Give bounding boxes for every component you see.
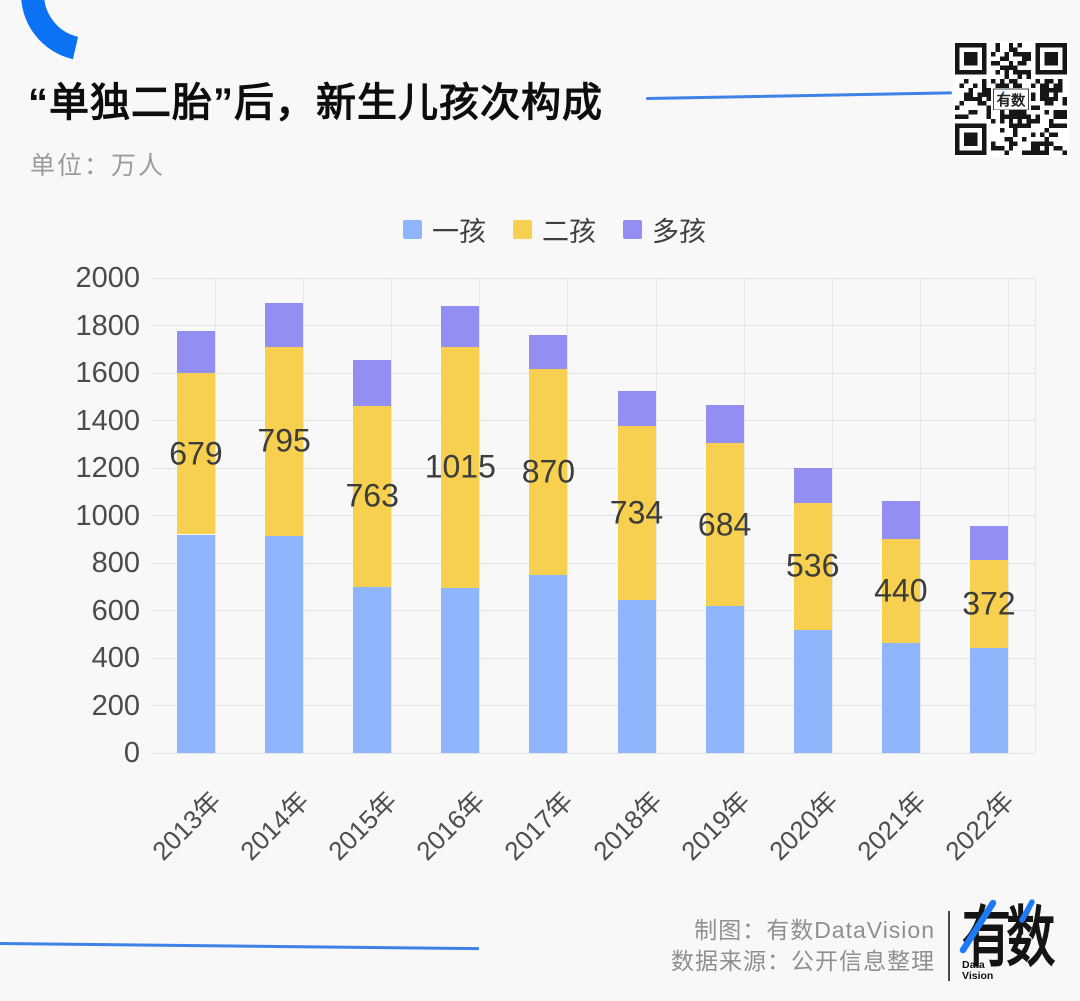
bar-segment-second-child [177, 373, 215, 535]
bar-value-label: 372 [962, 585, 1016, 622]
legend-swatch [623, 220, 642, 239]
bar-value-label: 1015 [424, 448, 496, 485]
logo-subtext: Data Vision [962, 959, 994, 982]
legend: 一孩 二孩 多孩 [403, 210, 706, 249]
y-tick-label: 2000 [75, 262, 140, 294]
x-gridline [655, 278, 657, 753]
x-gridline [303, 278, 305, 753]
page-title: “单独二胎”后，新生儿孩次构成 [28, 81, 603, 125]
y-tick-label: 400 [91, 642, 140, 674]
x-gridline [919, 278, 921, 753]
bar-segment-multi-child [441, 305, 480, 347]
bar-segment-second-child [441, 346, 480, 588]
bar-segment-multi-child [529, 335, 568, 369]
bar-value-label: 679 [169, 435, 223, 472]
bar-segment-second-child [529, 368, 568, 576]
bar-segment-multi-child [353, 359, 392, 406]
bar-segment-first-child [177, 534, 215, 753]
x-gridline [743, 278, 745, 753]
y-gridline [153, 705, 1035, 706]
bar-value-label: 734 [609, 494, 664, 531]
y-gridline [153, 325, 1035, 326]
y-gridline [153, 562, 1035, 564]
bar-segment-multi-child [793, 468, 832, 503]
unit-label: 单位：万人 [30, 152, 166, 180]
footer-divider [948, 911, 950, 981]
brand-logo: 有数 Data Vision [956, 898, 1076, 998]
y-gridline [153, 657, 1035, 659]
x-gridline [567, 278, 569, 753]
bar-value-label: 795 [257, 422, 311, 459]
y-gridline [153, 372, 1035, 374]
legend-swatch [513, 220, 532, 239]
bar-value-label: 870 [521, 453, 576, 490]
bar-segment-first-child [441, 587, 480, 753]
bar-segment-second-child [265, 346, 304, 536]
bar-segment-multi-child [617, 391, 656, 426]
x-gridline [391, 278, 393, 753]
bar-segment-first-child [353, 586, 392, 753]
bar-segment-second-child [793, 502, 832, 630]
y-gridline [153, 420, 1035, 421]
bar-segment-first-child [617, 600, 656, 753]
legend-label: 一孩 [432, 217, 486, 247]
bar-segment-second-child [617, 425, 656, 601]
credit-line: 数据来源：公开信息整理 [671, 948, 935, 974]
bar-segment-first-child [969, 648, 1008, 753]
legend-item: 一孩 [403, 210, 486, 249]
y-tick-label: 1000 [75, 499, 140, 532]
y-gridline [153, 467, 1035, 469]
bar-segment-second-child [969, 559, 1008, 649]
bar-segment-first-child [529, 575, 568, 753]
legend-label: 多孩 [652, 217, 706, 247]
legend-swatch [403, 220, 422, 239]
y-tick-label: 1400 [75, 404, 140, 437]
bar-segment-second-child [353, 405, 392, 587]
y-gridline [153, 752, 1035, 754]
y-tick-label: 1600 [75, 357, 140, 389]
x-gridline [831, 278, 833, 753]
bar-value-label: 536 [785, 547, 840, 584]
y-tick-label: 600 [91, 594, 140, 627]
y-tick-label: 0 [123, 737, 140, 769]
y-tick-label: 1200 [75, 452, 140, 484]
y-gridline [153, 515, 1035, 516]
bar-segment-multi-child [177, 331, 215, 374]
legend-item: 二孩 [513, 210, 596, 249]
x-gridline [479, 278, 481, 753]
bar-segment-first-child [881, 643, 920, 753]
footer-credits: 制图：有数DataVision 数据来源：公开信息整理 [530, 915, 935, 977]
bar-segment-second-child [881, 538, 920, 644]
y-tick-label: 200 [91, 689, 140, 722]
x-gridline [1007, 278, 1009, 753]
qr-code: 有数 [953, 41, 1069, 157]
legend-item: 多孩 [623, 210, 706, 249]
svg-text:有数: 有数 [997, 91, 1026, 109]
x-gridline [215, 278, 216, 753]
bar-segment-second-child [705, 443, 744, 606]
x-gridline [1035, 278, 1036, 753]
bar-segment-first-child [705, 605, 744, 753]
y-gridline [153, 277, 1035, 279]
bar-value-label: 763 [345, 477, 399, 514]
legend-label: 二孩 [542, 217, 596, 247]
bar-segment-multi-child [705, 405, 744, 444]
bar-segment-multi-child [969, 525, 1008, 560]
corner-arc-icon [21, 0, 79, 60]
bar-value-label: 684 [697, 506, 752, 543]
bar-value-label: 440 [874, 572, 928, 609]
y-tick-label: 1800 [75, 309, 140, 342]
bar-segment-first-child [265, 535, 304, 753]
bar-segment-multi-child [265, 302, 304, 347]
bar-segment-first-child [793, 629, 832, 753]
y-tick-label: 800 [91, 547, 140, 579]
y-gridline [153, 610, 1035, 611]
credit-line: 制图：有数DataVision [694, 917, 935, 943]
bar-segment-multi-child [881, 500, 920, 539]
